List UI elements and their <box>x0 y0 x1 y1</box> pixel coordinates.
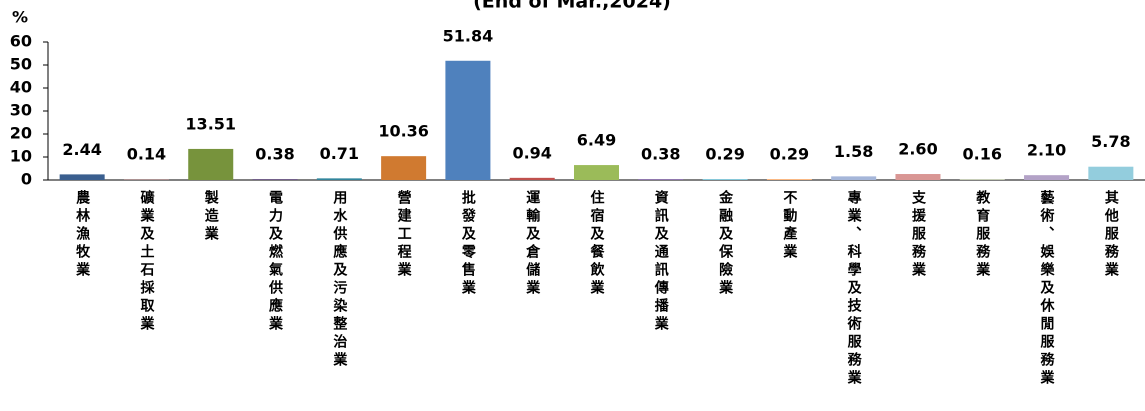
value-label: 2.10 <box>1027 141 1066 160</box>
bar <box>252 179 298 180</box>
x-tick-label: 住宿及餐飲業 <box>588 190 605 298</box>
value-label: 1.58 <box>834 142 873 161</box>
bar <box>509 177 555 180</box>
x-tick-label: 教育服務業 <box>974 190 991 280</box>
value-label: 13.51 <box>185 114 236 133</box>
value-label: 0.38 <box>641 145 680 164</box>
bar <box>59 174 105 180</box>
x-tick-label: 製造業 <box>202 190 219 244</box>
bar <box>445 60 491 180</box>
value-label: 0.71 <box>320 144 359 163</box>
bar <box>573 165 620 180</box>
x-tick-label: 營建工程業 <box>395 190 412 280</box>
x-tick-label: 批發及零售業 <box>459 190 476 298</box>
x-tick-label: 不動產業 <box>781 190 798 262</box>
bar <box>1024 175 1070 180</box>
value-label: 0.16 <box>963 145 1002 164</box>
value-label: 6.49 <box>577 131 616 150</box>
bar <box>895 174 941 180</box>
chart-title: (End of Mar.,2024) <box>473 0 671 13</box>
value-label: 2.44 <box>62 140 101 159</box>
value-label: 0.38 <box>255 145 294 164</box>
y-tick-label: 0 <box>21 170 32 189</box>
x-tick-label: 金融及保險業 <box>717 190 734 298</box>
value-label: 0.94 <box>512 143 551 162</box>
x-tick-label: 運輸及倉儲業 <box>524 190 541 298</box>
x-tick-label: 礦業及土石採取業 <box>138 190 155 334</box>
bar <box>188 148 234 180</box>
value-label: 51.84 <box>443 26 494 45</box>
bar <box>1088 166 1134 180</box>
x-tick-label: 用水供應及污染整治業 <box>331 190 348 370</box>
x-tick-label: 支援服務業 <box>909 190 926 280</box>
y-axis-unit: % <box>12 8 28 27</box>
x-tick-label: 電力及燃氣供應業 <box>267 190 284 334</box>
value-label: 2.60 <box>898 140 937 159</box>
y-tick-label: 60 <box>10 32 32 51</box>
y-tick-label: 30 <box>10 101 32 120</box>
bar <box>766 179 812 180</box>
bar <box>831 176 877 180</box>
x-tick-label: 資訊及通訊傳播業 <box>652 190 669 334</box>
bar <box>316 178 362 180</box>
bar <box>381 156 427 180</box>
x-tick-label: 其他服務業 <box>1102 190 1119 280</box>
x-tick-label: 專業、科學及技術服務業 <box>845 190 862 388</box>
value-label: 0.29 <box>770 145 809 164</box>
bar <box>638 179 684 180</box>
value-label: 0.14 <box>127 145 166 164</box>
y-tick-label: 40 <box>10 78 32 97</box>
value-label: 10.36 <box>378 122 429 141</box>
bar <box>702 179 748 180</box>
y-tick-label: 10 <box>10 147 32 166</box>
x-tick-label: 藝術、娛樂及休閒服務業 <box>1038 190 1055 388</box>
value-label: 5.78 <box>1091 132 1130 151</box>
x-tick-label: 農林漁牧業 <box>74 190 91 280</box>
y-tick-label: 50 <box>10 55 32 74</box>
y-tick-label: 20 <box>10 124 32 143</box>
value-label: 0.29 <box>705 145 744 164</box>
